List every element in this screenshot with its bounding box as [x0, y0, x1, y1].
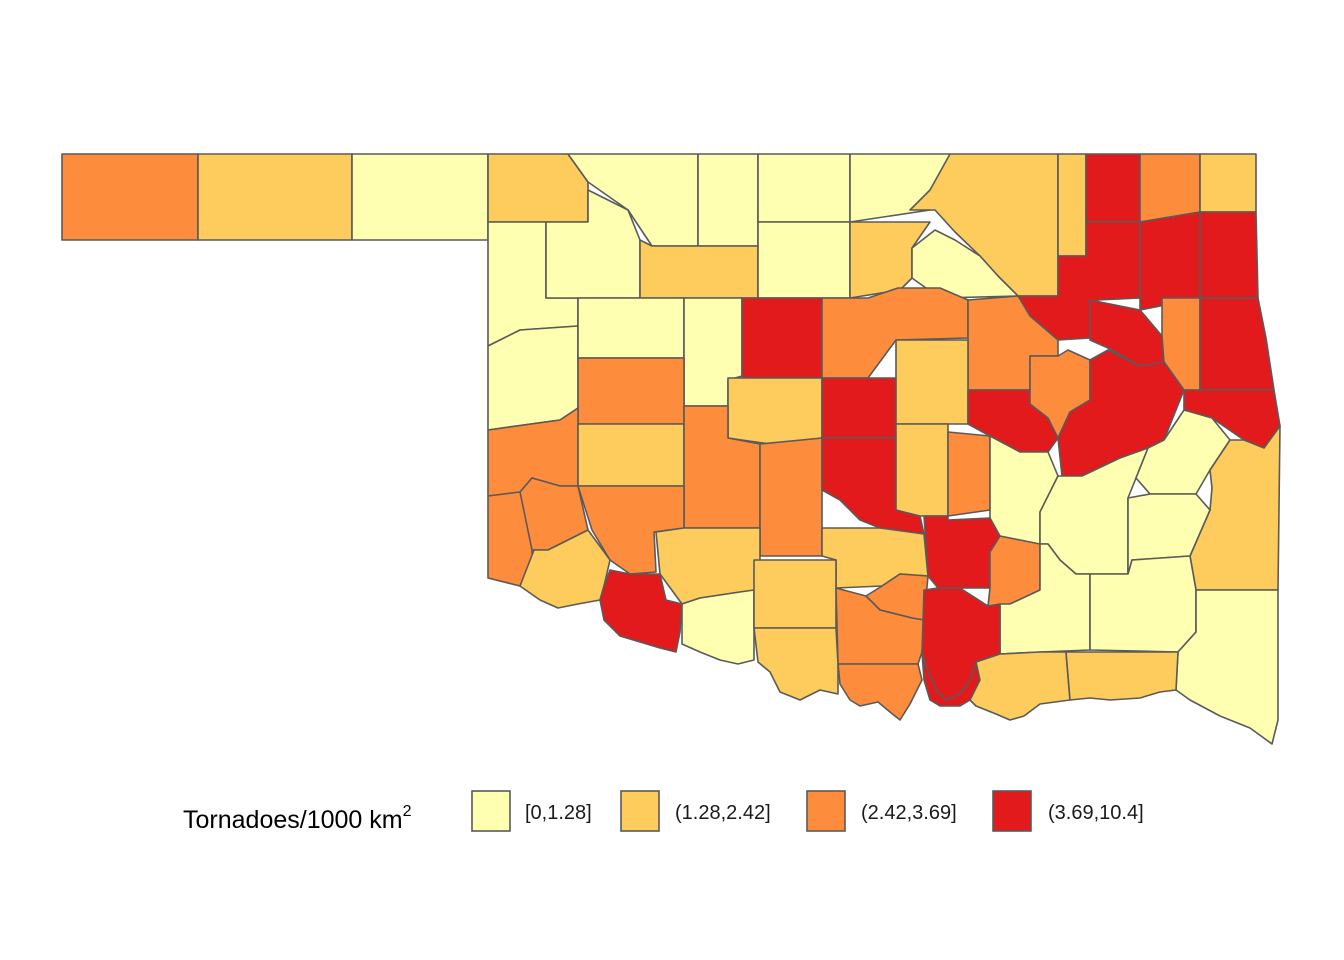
county-polygon	[577, 423, 685, 487]
county-polygon	[1085, 153, 1141, 223]
county-polygon	[821, 377, 897, 439]
county-polygon	[757, 221, 851, 299]
county-polygon	[741, 297, 823, 379]
county-polygon	[1199, 297, 1275, 391]
legend-label-1.28-2.42: (1.28,2.42]	[675, 802, 771, 824]
county-polygon	[545, 189, 641, 299]
legend-label-0-1.28: [0,1.28]	[525, 802, 592, 824]
county-polygon	[1065, 651, 1179, 701]
county-polygon	[639, 239, 759, 299]
county-polygon	[895, 423, 949, 517]
county-polygon	[577, 485, 685, 575]
legend-key-3.69-10.4	[992, 790, 1032, 832]
county-polygon	[1139, 153, 1201, 223]
legend-title: Tornadoes/1000 km2	[183, 803, 412, 834]
county-polygon	[1175, 589, 1279, 745]
county-polygon	[1199, 153, 1257, 213]
county-polygon	[577, 297, 685, 359]
legend-label-3.69-10.4: (3.69,10.4]	[1048, 802, 1144, 824]
county-polygon	[923, 515, 1001, 589]
county-polygons	[61, 153, 1281, 745]
county-polygon	[487, 325, 579, 431]
county-polygon	[697, 153, 759, 247]
county-polygon	[895, 339, 969, 425]
county-polygon	[61, 153, 199, 241]
legend-key-1.28-2.42	[620, 790, 660, 832]
county-polygon	[1139, 211, 1201, 311]
legend-label-2.42-3.69: (2.42,3.69]	[861, 802, 957, 824]
county-polygon	[1199, 211, 1259, 299]
legend: Tornadoes/1000 km2 [0,1.28] (1.28,2.42] …	[183, 790, 1144, 834]
county-polygon	[947, 431, 991, 517]
county-polygon	[999, 543, 1091, 655]
county-polygon	[197, 153, 353, 241]
county-polygon	[757, 153, 851, 223]
county-polygon	[727, 377, 823, 445]
legend-key-0-1.28	[471, 790, 511, 832]
county-polygon	[351, 153, 489, 241]
county-polygon	[753, 559, 837, 629]
legend-key-2.42-3.69	[806, 790, 846, 832]
county-polygon	[599, 569, 683, 653]
county-polygon	[577, 357, 685, 425]
county-polygon	[911, 229, 1019, 299]
county-polygon	[837, 663, 923, 721]
county-polygon	[681, 589, 755, 665]
county-polygon	[969, 651, 1071, 721]
county-polygon	[487, 153, 589, 223]
county-polygon	[753, 627, 839, 701]
county-polygon	[1057, 153, 1087, 257]
county-polygon	[759, 437, 823, 557]
